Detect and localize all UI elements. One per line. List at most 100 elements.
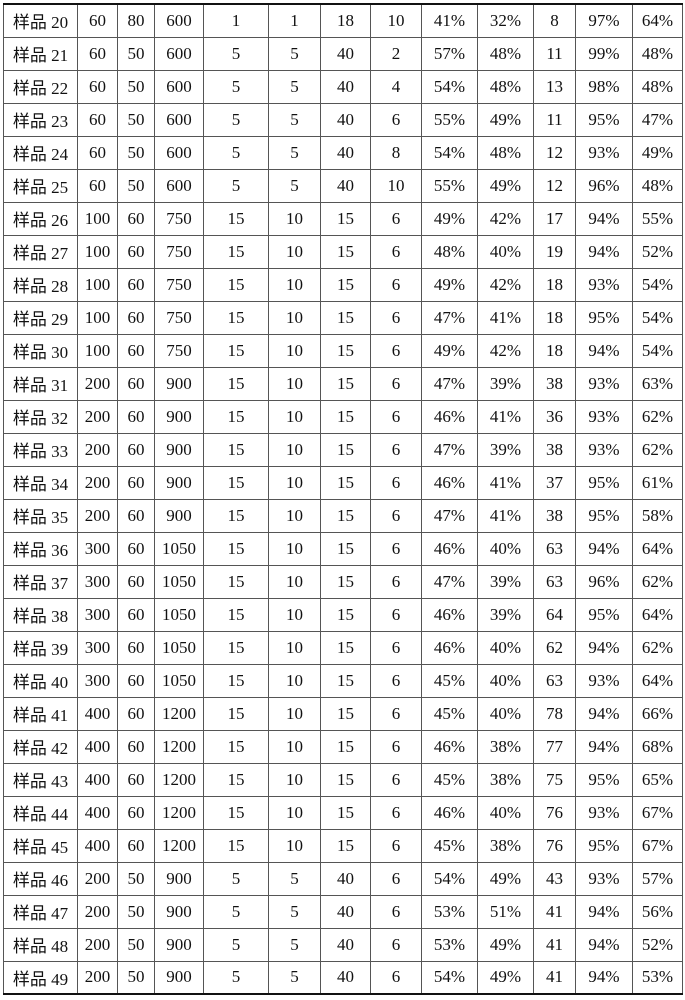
table-cell: 10 bbox=[269, 499, 321, 532]
table-cell: 47% bbox=[422, 565, 478, 598]
table-cell: 1200 bbox=[155, 730, 204, 763]
table-row: 样品 3120060900151015647%39%3893%63% bbox=[4, 367, 683, 400]
table-cell: 100 bbox=[78, 301, 118, 334]
table-cell: 900 bbox=[155, 466, 204, 499]
table-cell: 63% bbox=[633, 367, 683, 400]
table-cell: 39% bbox=[478, 565, 534, 598]
sample-name-cell: 样品 41 bbox=[4, 697, 78, 730]
table-cell: 60 bbox=[78, 37, 118, 70]
table-cell: 600 bbox=[155, 103, 204, 136]
table-cell: 95% bbox=[576, 103, 633, 136]
table-cell: 900 bbox=[155, 928, 204, 961]
table-cell: 48% bbox=[633, 169, 683, 202]
table-cell: 61% bbox=[633, 466, 683, 499]
table-cell: 47% bbox=[422, 301, 478, 334]
table-cell: 68% bbox=[633, 730, 683, 763]
sample-name-cell: 样品 34 bbox=[4, 466, 78, 499]
table-cell: 6 bbox=[371, 895, 422, 928]
table-cell: 200 bbox=[78, 433, 118, 466]
table-cell: 600 bbox=[155, 169, 204, 202]
table-row: 样品 36300601050151015646%40%6394%64% bbox=[4, 532, 683, 565]
table-cell: 6 bbox=[371, 499, 422, 532]
table-cell: 50 bbox=[118, 136, 155, 169]
table-cell: 100 bbox=[78, 235, 118, 268]
table-cell: 95% bbox=[576, 499, 633, 532]
table-cell: 94% bbox=[576, 697, 633, 730]
sample-name-cell: 样品 26 bbox=[4, 202, 78, 235]
table-cell: 50 bbox=[118, 169, 155, 202]
table-cell: 50 bbox=[118, 103, 155, 136]
table-cell: 300 bbox=[78, 664, 118, 697]
table-cell: 96% bbox=[576, 565, 633, 598]
table-cell: 94% bbox=[576, 235, 633, 268]
table-cell: 94% bbox=[576, 631, 633, 664]
table-cell: 93% bbox=[576, 268, 633, 301]
table-cell: 52% bbox=[633, 235, 683, 268]
table-cell: 15 bbox=[204, 730, 269, 763]
table-cell: 54% bbox=[633, 334, 683, 367]
table-cell: 95% bbox=[576, 829, 633, 862]
table-row: 样品 3010060750151015649%42%1894%54% bbox=[4, 334, 683, 367]
table-cell: 93% bbox=[576, 796, 633, 829]
table-cell: 6 bbox=[371, 565, 422, 598]
table-cell: 6 bbox=[371, 730, 422, 763]
sample-name-cell: 样品 27 bbox=[4, 235, 78, 268]
table-cell: 40 bbox=[321, 928, 371, 961]
table-cell: 11 bbox=[534, 103, 576, 136]
table-cell: 200 bbox=[78, 895, 118, 928]
table-cell: 10 bbox=[269, 730, 321, 763]
table-cell: 6 bbox=[371, 598, 422, 631]
table-cell: 1200 bbox=[155, 763, 204, 796]
table-cell: 600 bbox=[155, 70, 204, 103]
table-cell: 6 bbox=[371, 532, 422, 565]
table-cell: 42% bbox=[478, 334, 534, 367]
sample-name-cell: 样品 45 bbox=[4, 829, 78, 862]
table-cell: 6 bbox=[371, 334, 422, 367]
table-cell: 37 bbox=[534, 466, 576, 499]
table-cell: 67% bbox=[633, 829, 683, 862]
table-cell: 64% bbox=[633, 4, 683, 37]
table-cell: 19 bbox=[534, 235, 576, 268]
table-cell: 200 bbox=[78, 928, 118, 961]
table-cell: 6 bbox=[371, 235, 422, 268]
table-cell: 10 bbox=[269, 532, 321, 565]
table-cell: 38% bbox=[478, 730, 534, 763]
table-cell: 60 bbox=[118, 499, 155, 532]
table-cell: 40 bbox=[321, 70, 371, 103]
table-cell: 43 bbox=[534, 862, 576, 895]
sample-data-table: 样品 20608060011181041%32%897%64%样品 216050… bbox=[3, 3, 683, 995]
table-cell: 50 bbox=[118, 70, 155, 103]
sample-name-cell: 样品 48 bbox=[4, 928, 78, 961]
table-cell: 750 bbox=[155, 301, 204, 334]
table-cell: 17 bbox=[534, 202, 576, 235]
table-cell: 15 bbox=[204, 829, 269, 862]
table-cell: 38 bbox=[534, 433, 576, 466]
table-row: 样品 39300601050151015646%40%6294%62% bbox=[4, 631, 683, 664]
table-cell: 15 bbox=[204, 631, 269, 664]
table-cell: 12 bbox=[534, 169, 576, 202]
sample-name-cell: 样品 22 bbox=[4, 70, 78, 103]
table-cell: 5 bbox=[269, 961, 321, 994]
table-row: 样品 2910060750151015647%41%1895%54% bbox=[4, 301, 683, 334]
table-cell: 40% bbox=[478, 796, 534, 829]
table-cell: 15 bbox=[204, 598, 269, 631]
table-cell: 4 bbox=[371, 70, 422, 103]
table-cell: 38 bbox=[534, 367, 576, 400]
table-cell: 41% bbox=[422, 4, 478, 37]
table-cell: 10 bbox=[269, 466, 321, 499]
table-cell: 10 bbox=[269, 697, 321, 730]
table-cell: 48% bbox=[633, 70, 683, 103]
table-cell: 57% bbox=[422, 37, 478, 70]
table-cell: 15 bbox=[204, 796, 269, 829]
table-cell: 40 bbox=[321, 136, 371, 169]
table-cell: 62% bbox=[633, 400, 683, 433]
table-cell: 5 bbox=[204, 103, 269, 136]
table-cell: 1 bbox=[269, 4, 321, 37]
sample-name-cell: 样品 38 bbox=[4, 598, 78, 631]
table-cell: 93% bbox=[576, 433, 633, 466]
table-cell: 15 bbox=[204, 301, 269, 334]
table-cell: 15 bbox=[321, 664, 371, 697]
table-row: 样品 2460506005540854%48%1293%49% bbox=[4, 136, 683, 169]
table-cell: 15 bbox=[204, 532, 269, 565]
sample-name-cell: 样品 23 bbox=[4, 103, 78, 136]
